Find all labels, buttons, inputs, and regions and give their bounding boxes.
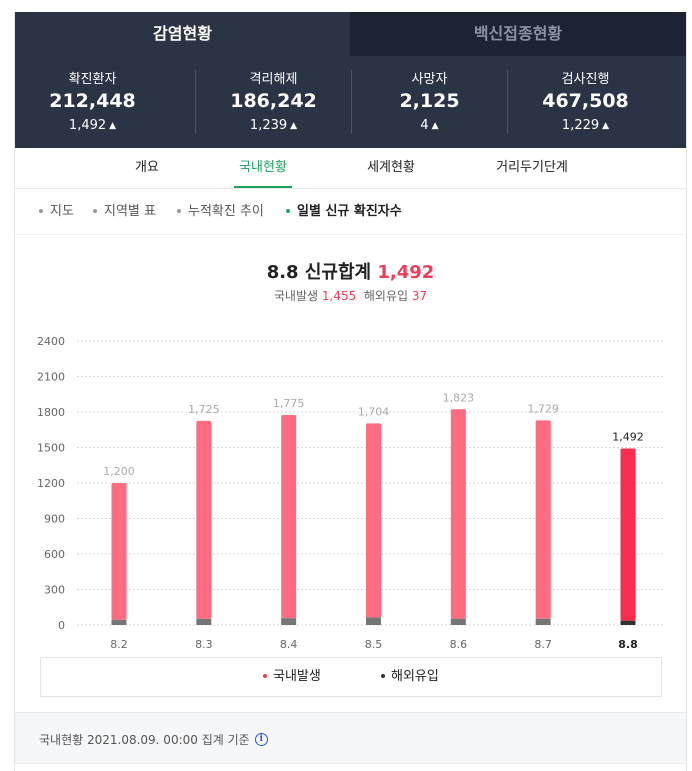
chart-legend: 국내발생 해외유입	[40, 657, 662, 697]
filter-daily-new-cases[interactable]: 일별 신규 확진자수	[286, 189, 402, 234]
x-tick-label: 8.3	[195, 638, 213, 651]
divider	[351, 70, 352, 134]
y-tick-label: 1800	[37, 406, 65, 419]
bar-overseas	[281, 618, 297, 625]
bar-overseas	[366, 617, 381, 625]
stat-label: 검사진행	[561, 72, 610, 87]
bar-value-label: 1,725	[188, 403, 220, 416]
legend-overseas[interactable]: 해외유입	[381, 658, 439, 696]
legend-dot	[381, 673, 385, 678]
y-tick-label: 900	[44, 513, 65, 526]
legend-dot	[263, 673, 267, 678]
stat-label: 확진환자	[68, 72, 117, 87]
info-icon[interactable]: i	[254, 733, 268, 746]
chart-total: 1,492	[377, 262, 435, 283]
bar-overseas	[620, 620, 636, 625]
stat-value: 467,508	[542, 90, 629, 112]
bar-value-label: 1,492	[612, 430, 644, 443]
x-tick-label: 8.4	[280, 638, 298, 651]
chart-subtitle: 국내발생 1,455 해외유입 37	[273, 289, 428, 303]
up-arrow-icon: ▲	[602, 121, 610, 131]
main-tab-bar: 감염현황 백신접종현황	[15, 12, 686, 56]
y-tick-label: 1200	[37, 477, 65, 490]
bar-value-label: 1,704	[358, 405, 390, 418]
stat-confirmed: 확진환자 212,448 1,492 ▲	[15, 56, 170, 148]
tab-vaccination-status[interactable]: 백신접종현황	[350, 12, 686, 56]
y-tick-label: 0	[58, 619, 65, 632]
bullet-dot	[177, 208, 181, 213]
bar-value-label: 1,200	[103, 465, 135, 478]
bullet-dot	[286, 208, 290, 213]
tab-distancing-level[interactable]: 거리두기단계	[496, 160, 568, 175]
sub-tab-bar: 개요 국내현황 세계현황 거리두기단계	[15, 148, 686, 189]
bar-value-label: 1,775	[273, 397, 305, 410]
filter-map[interactable]: 지도	[39, 189, 74, 234]
x-tick-label: 8.6	[450, 638, 468, 651]
x-tick-label: 8.7	[534, 638, 552, 651]
bar-overseas	[196, 618, 212, 625]
legend-domestic[interactable]: 국내발생	[263, 658, 321, 696]
y-tick-label: 2400	[37, 335, 65, 348]
bar-domestic	[366, 423, 381, 618]
bullet-dot	[39, 208, 43, 213]
filter-region-table[interactable]: 지역별 표	[93, 189, 156, 234]
y-tick-label: 2100	[37, 371, 65, 384]
bar-overseas	[535, 618, 551, 625]
up-arrow-icon: ▲	[431, 121, 439, 131]
divider	[507, 70, 508, 134]
stat-deaths: 사망자 2,125 4 ▲	[352, 56, 507, 148]
bar-value-label: 1,823	[443, 391, 475, 404]
stat-value: 186,242	[230, 90, 317, 112]
daily-cases-chart: 0 300 600 900 1200 1500 1800 2100 2400 1,200 8.2 1,…	[37, 335, 665, 651]
bar-overseas	[111, 619, 127, 625]
domestic-count: 1,455	[321, 289, 357, 303]
stat-label: 격리해제	[249, 72, 298, 87]
stat-delta: 1,229 ▲	[561, 118, 610, 133]
x-tick-label: 8.2	[110, 638, 128, 651]
stat-value: 212,448	[49, 90, 136, 112]
tab-world[interactable]: 세계현황	[367, 160, 415, 175]
footer-bar: 국내현황 2021.08.09. 00:00 집계 기준 i	[15, 712, 686, 764]
bar-domestic	[111, 483, 127, 620]
stat-delta: 1,492 ▲	[68, 118, 117, 133]
covid-widget: 감염현황 백신접종현황 확진환자 212,448 1,492 ▲ 격리해제 186…	[14, 12, 687, 771]
data-timestamp: 국내현황 2021.08.09. 00:00 집계 기준 i	[39, 713, 268, 767]
chart-title: 8.8 신규합계 1,492	[266, 262, 435, 283]
bar-domestic	[281, 414, 297, 619]
tab-infection-status[interactable]: 감염현황	[15, 12, 350, 56]
stat-released: 격리해제 186,242 1,239 ▲	[196, 56, 351, 148]
active-tab-underline	[234, 186, 292, 188]
bar-domestic	[450, 409, 466, 619]
stats-panel: 확진환자 212,448 1,492 ▲ 격리해제 186,242 1,239 ▲ …	[15, 56, 686, 148]
stat-label: 사망자	[411, 72, 448, 87]
tab-domestic[interactable]: 국내현황	[234, 148, 292, 188]
bar-overseas	[450, 618, 466, 625]
view-filter-row: 지도 지역별 표 누적확진 추이 일별 신규 확진자수	[15, 189, 686, 235]
bar-domestic	[620, 448, 636, 621]
up-arrow-icon: ▲	[290, 121, 298, 131]
stat-testing: 검사진행 467,508 1,229 ▲	[508, 56, 663, 148]
filter-cumulative-trend[interactable]: 누적확진 추이	[177, 189, 264, 234]
up-arrow-icon: ▲	[109, 121, 117, 131]
bar-domestic	[196, 420, 212, 619]
overseas-count: 37	[411, 289, 428, 303]
stat-value: 2,125	[399, 90, 460, 112]
y-tick-label: 300	[44, 584, 65, 597]
bullet-dot	[93, 208, 97, 213]
stat-delta: 4 ▲	[420, 118, 439, 133]
x-tick-label: 8.8	[618, 638, 638, 651]
x-tick-label: 8.5	[365, 638, 383, 651]
y-tick-label: 600	[44, 548, 65, 561]
stat-delta: 1,239 ▲	[249, 118, 298, 133]
bar-value-label: 1,729	[527, 402, 559, 415]
y-tick-label: 1500	[37, 442, 65, 455]
divider	[195, 70, 196, 134]
bar-domestic	[535, 420, 551, 619]
tab-overview[interactable]: 개요	[135, 160, 159, 175]
